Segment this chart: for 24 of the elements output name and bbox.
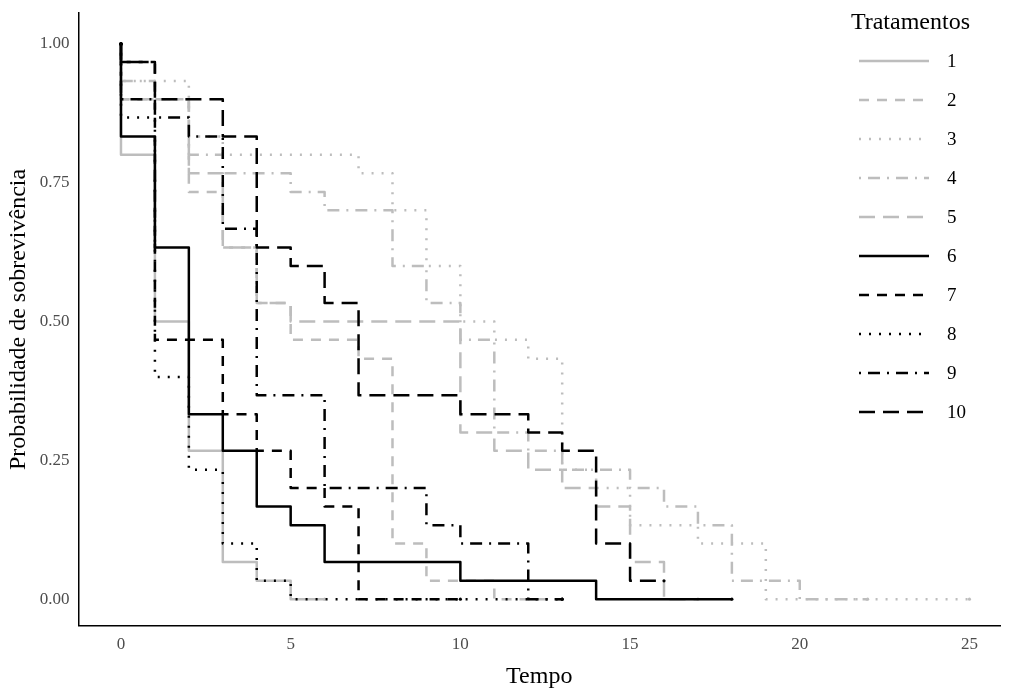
x-tick-label: 25 (960, 634, 978, 654)
y-tick-label: 0.00 (39, 588, 70, 608)
y-tick-label: 0.25 (39, 449, 70, 469)
legend-label: 6 (946, 244, 957, 267)
y-axis-title: Probabilidade de sobrevivência (3, 168, 30, 471)
legend-label: 10 (946, 400, 966, 423)
x-tick-label: 10 (451, 634, 469, 654)
x-tick-label: 0 (116, 634, 126, 654)
x-tick-label: 20 (791, 634, 809, 654)
legend-label: 4 (946, 166, 957, 189)
y-tick-label: 0.50 (39, 310, 70, 330)
x-axis-title: Tempo (506, 661, 573, 688)
legend-label: 7 (946, 283, 957, 306)
y-tick-label: 1.00 (39, 33, 70, 53)
x-tick-label: 5 (286, 634, 295, 654)
y-tick-label: 0.75 (39, 172, 70, 192)
x-tick-label: 15 (621, 634, 639, 654)
legend-title: Tratamentos (850, 8, 970, 35)
legend-label: 3 (946, 127, 957, 150)
legend-label: 8 (946, 322, 957, 345)
legend-label: 2 (946, 88, 957, 111)
legend-label: 1 (946, 49, 957, 72)
legend-label: 9 (946, 361, 957, 384)
legend-label: 5 (946, 205, 957, 228)
